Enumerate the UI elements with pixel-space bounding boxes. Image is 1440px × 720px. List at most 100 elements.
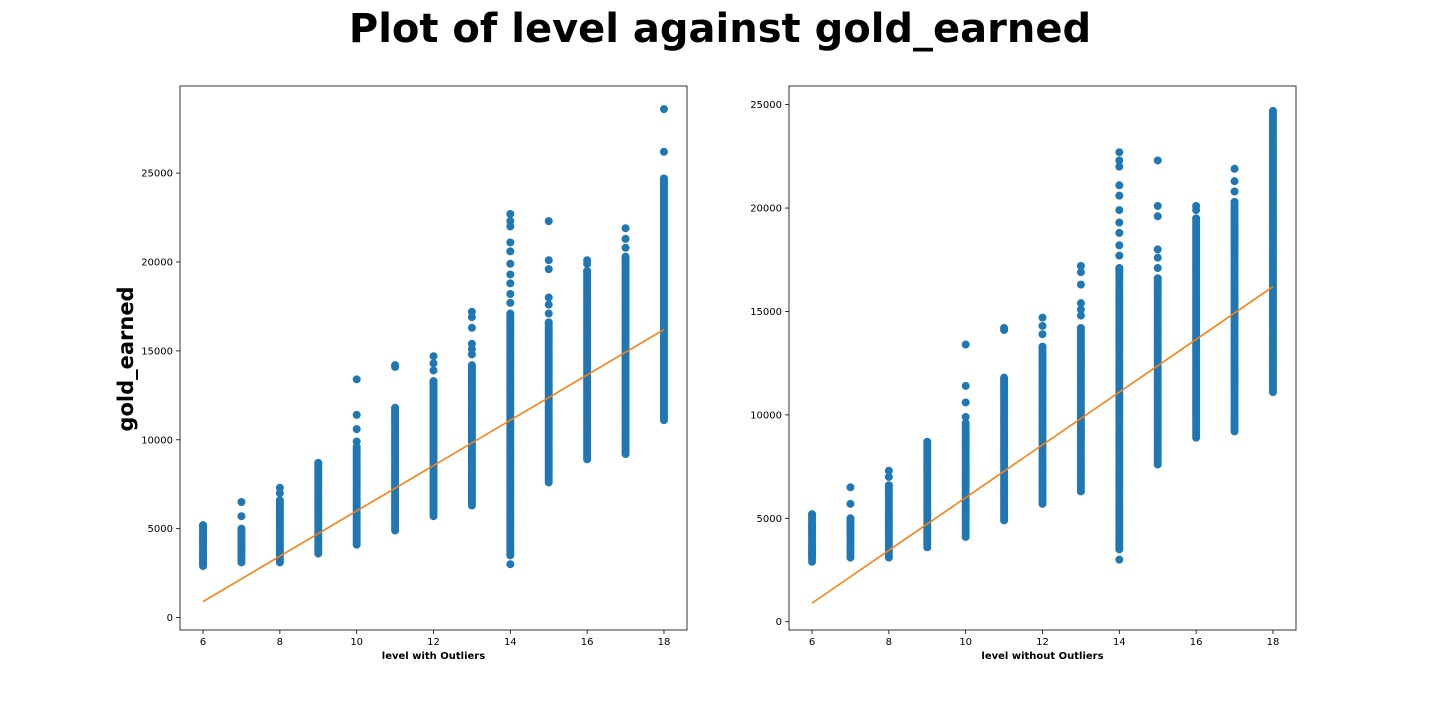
data-point xyxy=(314,458,323,467)
fit-line xyxy=(811,285,1274,604)
data-point xyxy=(1115,206,1124,215)
data-point xyxy=(583,256,592,265)
data-point xyxy=(544,265,553,274)
data-point xyxy=(621,234,630,243)
data-point xyxy=(1076,261,1085,270)
data-point xyxy=(1115,218,1124,227)
data-point xyxy=(1076,324,1085,333)
data-point xyxy=(506,290,515,298)
data-point xyxy=(1153,201,1162,210)
data-point xyxy=(961,340,970,349)
data-point xyxy=(1230,197,1239,206)
data-point xyxy=(429,352,438,361)
fit-line xyxy=(202,328,665,603)
data-point xyxy=(1192,201,1201,210)
y-tick-label: 25000 xyxy=(141,169,173,180)
data-point xyxy=(506,247,515,256)
data-point xyxy=(1000,324,1009,333)
data-point xyxy=(544,217,553,226)
y-tick-label: 20000 xyxy=(750,204,782,215)
data-point xyxy=(237,512,246,521)
y-tick-label: 0 xyxy=(167,613,173,624)
data-point xyxy=(1153,245,1162,254)
data-point xyxy=(1076,305,1085,314)
data-point xyxy=(659,147,668,156)
data-point xyxy=(621,243,630,252)
x-tick-label: 16 xyxy=(581,637,594,648)
x-tick-label: 18 xyxy=(1267,637,1280,648)
data-point xyxy=(237,498,246,506)
data-point xyxy=(1192,214,1201,223)
data-point xyxy=(1076,268,1085,277)
data-point xyxy=(199,549,208,558)
x-tick-label: 8 xyxy=(886,637,892,648)
data-point xyxy=(846,514,855,523)
data-point xyxy=(884,472,893,481)
data-point xyxy=(506,309,515,318)
data-point xyxy=(1115,148,1124,157)
data-point xyxy=(1076,280,1085,289)
data-point xyxy=(961,398,970,407)
data-point xyxy=(808,543,817,552)
data-point xyxy=(467,307,476,316)
data-point xyxy=(1038,321,1047,330)
data-point xyxy=(544,309,553,318)
data-point xyxy=(1115,555,1124,564)
x-tick-label: 8 xyxy=(277,637,283,648)
data-point xyxy=(544,318,553,327)
data-point xyxy=(429,366,438,375)
x-tick-label: 10 xyxy=(350,637,363,648)
data-point xyxy=(1268,106,1277,115)
data-point xyxy=(352,425,361,434)
y-tick-label: 15000 xyxy=(750,307,782,318)
y-tick-label: 5000 xyxy=(757,514,782,525)
data-point xyxy=(506,560,515,569)
data-point xyxy=(808,528,817,537)
x-tick-label: 10 xyxy=(959,637,972,648)
data-point xyxy=(1115,162,1124,171)
data-point xyxy=(1000,373,1009,382)
data-point xyxy=(884,466,893,475)
data-point xyxy=(352,437,361,446)
data-point xyxy=(237,524,246,533)
data-point xyxy=(1153,274,1162,283)
y-tick-label: 5000 xyxy=(148,524,173,535)
data-point xyxy=(544,300,553,309)
data-point xyxy=(352,410,361,419)
data-point xyxy=(1153,156,1162,165)
data-point xyxy=(467,323,476,332)
data-point xyxy=(391,361,400,370)
data-point xyxy=(429,359,438,368)
y-tick-label: 10000 xyxy=(750,410,782,421)
data-point xyxy=(961,381,970,390)
data-point xyxy=(352,375,361,384)
right-subplot: 6 8 10 12 14 16 18 0 5000 10000 15000 20000 25000 lev… xyxy=(750,85,1297,662)
data-point xyxy=(1038,330,1047,339)
data-point xyxy=(923,437,932,446)
y-tick-label: 20000 xyxy=(141,258,173,269)
data-point xyxy=(884,481,893,490)
x-tick-label: 6 xyxy=(809,637,815,648)
data-point xyxy=(544,293,553,302)
data-point xyxy=(583,266,592,275)
data-point xyxy=(391,403,400,412)
data-point xyxy=(1115,251,1124,260)
x-tick-label: 12 xyxy=(427,637,440,648)
y-tick-label: 15000 xyxy=(141,346,173,357)
y-tick-label: 25000 xyxy=(750,100,782,111)
data-point xyxy=(467,361,476,370)
x-tick-label: 16 xyxy=(1190,637,1203,648)
data-point xyxy=(1115,191,1124,200)
x-axis-title: level without Outliers xyxy=(981,651,1103,662)
x-tick-label: 14 xyxy=(1113,637,1126,648)
data-point xyxy=(199,521,208,530)
figure-title: Plot of level against gold_earned xyxy=(348,6,1092,52)
data-point xyxy=(846,483,855,492)
left-subplot: 6 8 10 12 14 16 18 0 5000 10000 15000 20000 25000 lev… xyxy=(141,85,688,662)
data-point xyxy=(808,549,817,558)
data-point xyxy=(1115,181,1124,190)
data-point xyxy=(275,496,284,505)
data-point xyxy=(1153,264,1162,273)
data-point xyxy=(659,105,668,114)
